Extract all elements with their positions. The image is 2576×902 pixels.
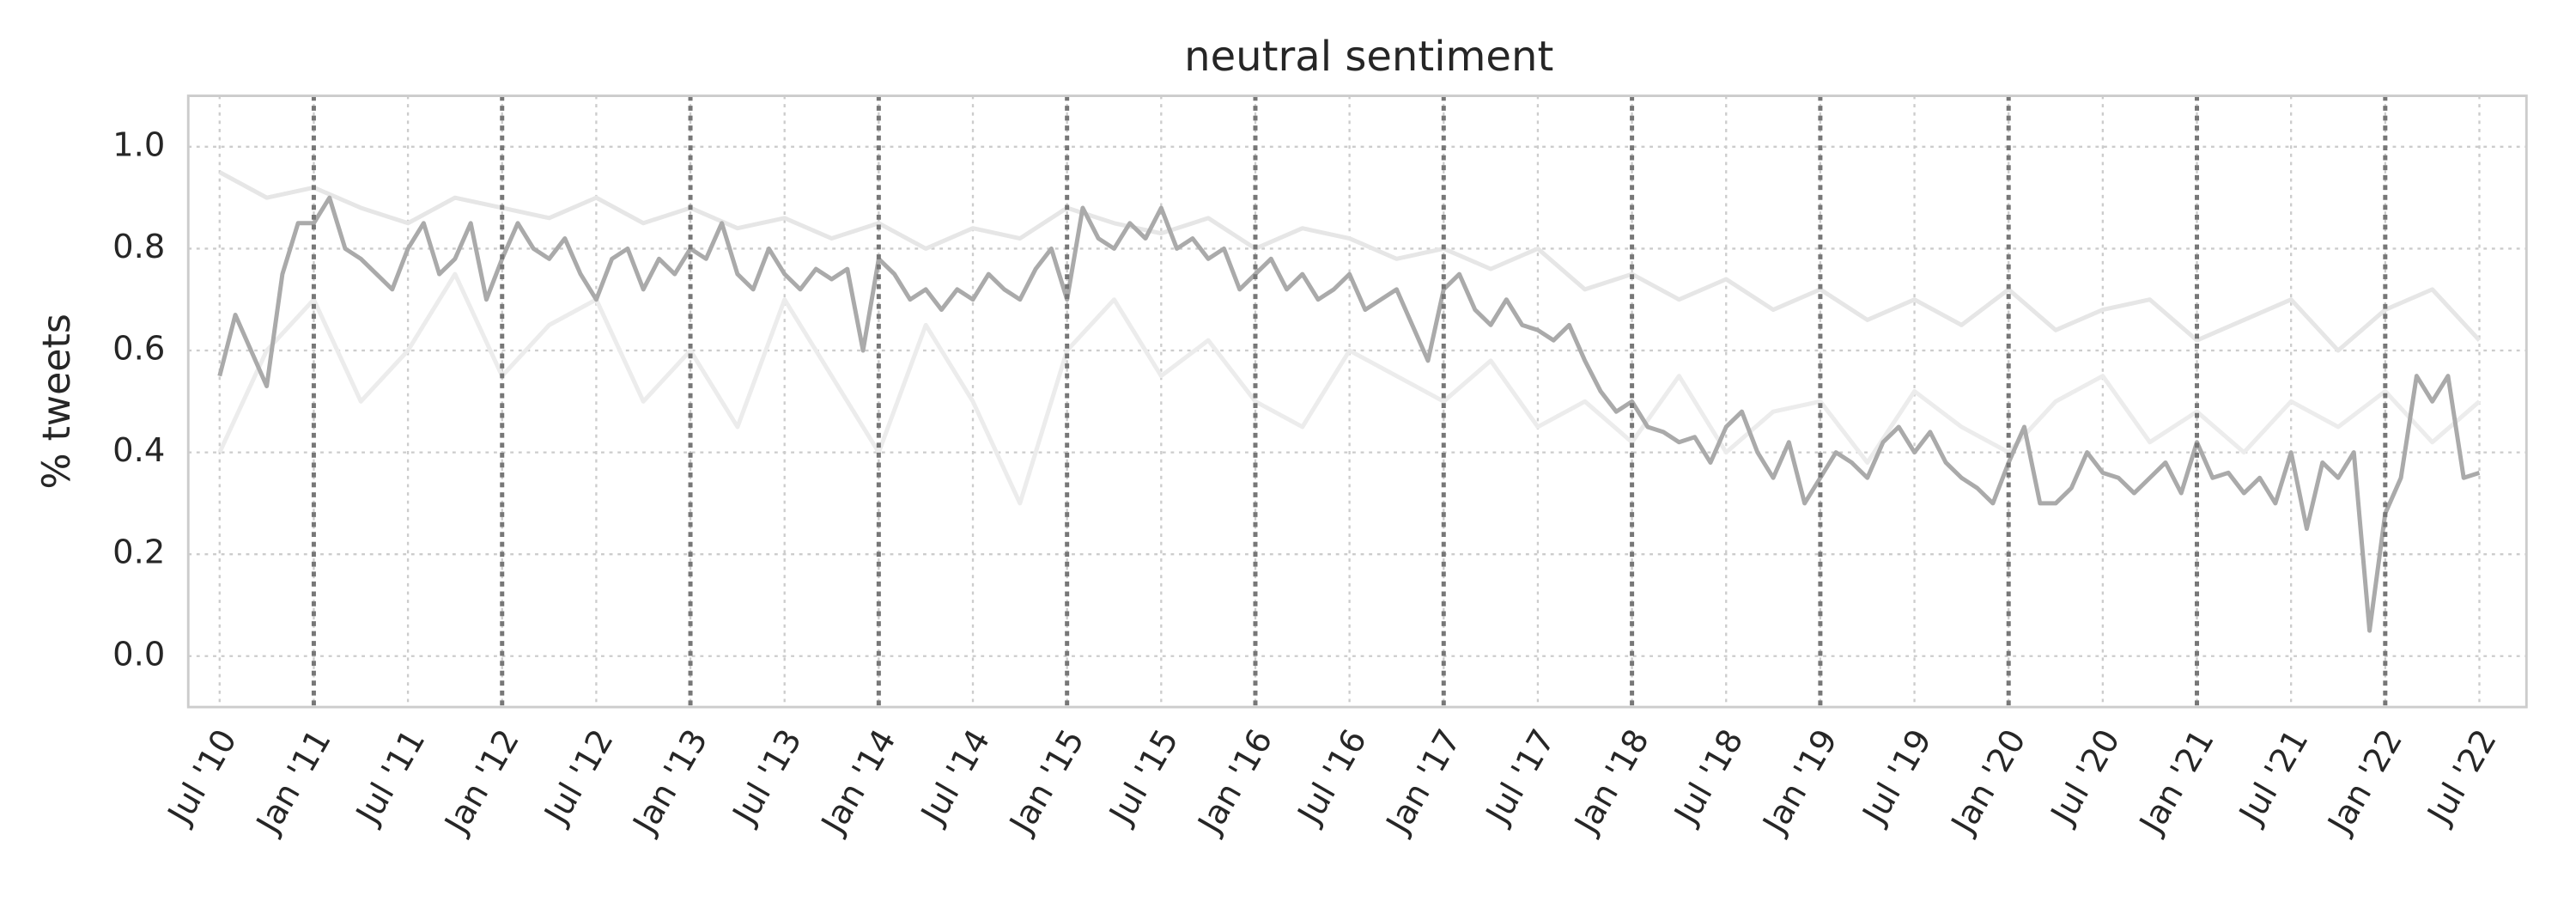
vline-layer xyxy=(311,95,2388,708)
y-tick-label: 0.0 xyxy=(112,635,165,673)
y-tick-label: 0.8 xyxy=(112,228,165,266)
chart-title: neutral sentiment xyxy=(1184,33,1553,81)
series-line xyxy=(218,170,2482,353)
y-axis-label: % tweets xyxy=(35,314,79,489)
lines-layer xyxy=(217,170,2482,633)
y-tick-label: 0.2 xyxy=(112,533,165,572)
y-tick-label: 0.6 xyxy=(112,330,165,369)
series-line xyxy=(217,195,2481,633)
plot-frame xyxy=(186,94,2528,709)
y-tick-label: 1.0 xyxy=(112,125,165,164)
y-tick-label: 0.4 xyxy=(112,431,165,470)
